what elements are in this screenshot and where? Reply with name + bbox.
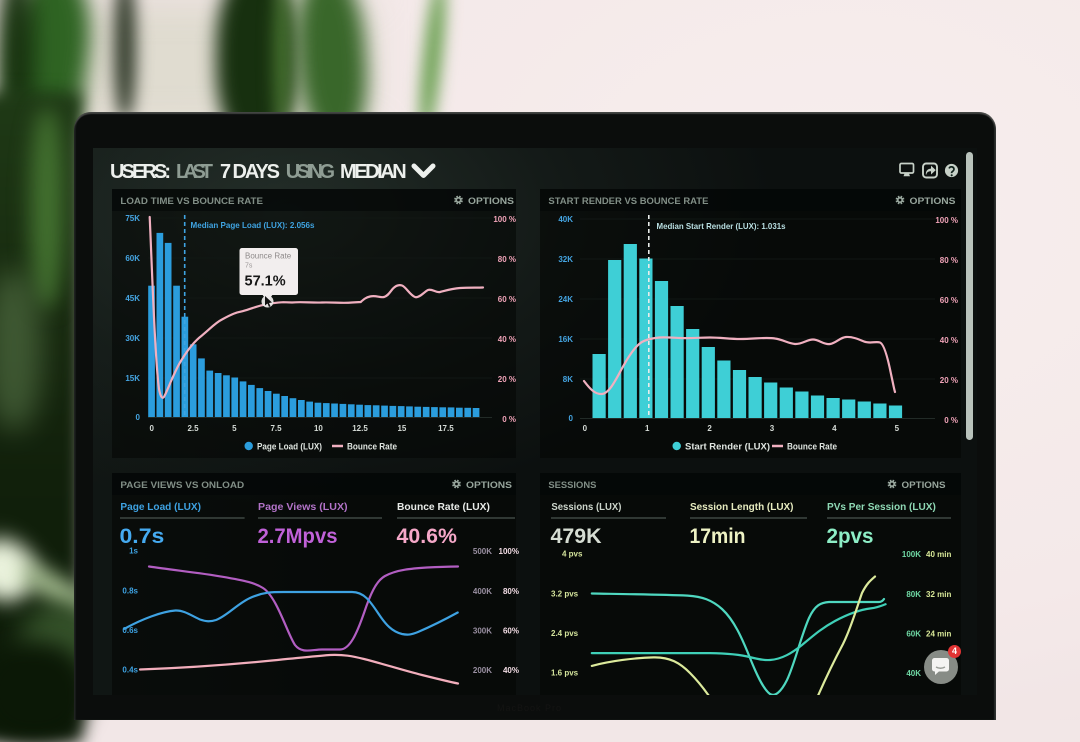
- svg-text:0.6s: 0.6s: [122, 626, 138, 635]
- svg-text:12.5: 12.5: [352, 424, 368, 433]
- svg-text:OPTIONS: OPTIONS: [910, 196, 956, 207]
- svg-text:OPTIONS: OPTIONS: [466, 480, 512, 491]
- svg-text:20 %: 20 %: [498, 375, 516, 384]
- svg-text:400K: 400K: [473, 587, 492, 596]
- svg-text:479K: 479K: [551, 524, 602, 548]
- svg-text:8K: 8K: [563, 375, 573, 384]
- svg-text:32K: 32K: [558, 255, 573, 264]
- svg-text:60 %: 60 %: [940, 296, 958, 305]
- svg-text:0 %: 0 %: [944, 416, 958, 425]
- svg-text:5: 5: [895, 424, 900, 433]
- svg-text:10: 10: [314, 424, 323, 433]
- svg-text:0: 0: [136, 413, 141, 422]
- svg-text:40 min: 40 min: [926, 550, 951, 559]
- svg-text:0.7s: 0.7s: [120, 524, 165, 548]
- svg-text:57.1%: 57.1%: [245, 274, 286, 290]
- svg-text:Median Page Load (LUX): 2.056s: Median Page Load (LUX): 2.056s: [191, 220, 315, 230]
- svg-text:PAGE VIEWS VS ONLOAD: PAGE VIEWS VS ONLOAD: [120, 480, 244, 491]
- svg-text:45K: 45K: [125, 294, 140, 303]
- svg-text:0: 0: [583, 424, 588, 433]
- svg-text:100 %: 100 %: [935, 216, 958, 225]
- svg-text:24K: 24K: [558, 295, 573, 304]
- svg-text:0 %: 0 %: [502, 415, 516, 424]
- svg-text:20 %: 20 %: [940, 376, 958, 385]
- svg-text:75K: 75K: [125, 214, 140, 223]
- svg-text:15K: 15K: [125, 374, 140, 383]
- svg-text:2.4 pvs: 2.4 pvs: [551, 629, 579, 638]
- svg-text:4: 4: [832, 424, 837, 433]
- svg-text:Bounce Rate: Bounce Rate: [245, 252, 292, 261]
- svg-text:Page Views (LUX): Page Views (LUX): [258, 501, 348, 513]
- svg-text:16K: 16K: [558, 335, 573, 344]
- svg-text:24 min: 24 min: [926, 630, 951, 639]
- svg-text:40K: 40K: [558, 215, 573, 224]
- svg-text:40K: 40K: [906, 669, 921, 678]
- svg-text:17.5: 17.5: [438, 424, 454, 433]
- svg-text:0: 0: [149, 424, 154, 433]
- svg-text:USERS:: USERS:: [110, 161, 171, 183]
- svg-text:Bounce Rate: Bounce Rate: [347, 442, 397, 452]
- svg-text:100%: 100%: [499, 547, 519, 556]
- svg-text:Median Start Render (LUX): 1.0: Median Start Render (LUX): 1.031s: [657, 221, 786, 231]
- svg-text:Session Length (LUX): Session Length (LUX): [690, 501, 794, 513]
- svg-text:80 %: 80 %: [498, 255, 516, 264]
- svg-text:START RENDER VS BOUNCE RATE: START RENDER VS BOUNCE RATE: [548, 196, 708, 207]
- svg-text:0.8s: 0.8s: [122, 587, 138, 596]
- svg-text:Page Load (LUX): Page Load (LUX): [120, 501, 201, 513]
- svg-text:100K: 100K: [902, 550, 921, 559]
- svg-text:60K: 60K: [125, 254, 140, 263]
- svg-text:2: 2: [707, 424, 712, 433]
- svg-text:500K: 500K: [473, 547, 492, 556]
- svg-text:USING: USING: [286, 161, 335, 183]
- svg-text:30K: 30K: [125, 334, 140, 343]
- svg-text:Bounce Rate: Bounce Rate: [787, 442, 837, 452]
- svg-text:PVs Per Session (LUX): PVs Per Session (LUX): [827, 501, 936, 513]
- svg-text:4 pvs: 4 pvs: [562, 550, 583, 559]
- svg-text:300K: 300K: [473, 627, 492, 636]
- svg-text:3: 3: [770, 424, 775, 433]
- svg-text:SESSIONS: SESSIONS: [548, 480, 596, 491]
- svg-text:OPTIONS: OPTIONS: [902, 480, 946, 491]
- svg-text:1s: 1s: [129, 547, 138, 556]
- svg-text:2pvs: 2pvs: [827, 524, 874, 548]
- svg-text:200K: 200K: [473, 666, 492, 675]
- svg-text:1.6 pvs: 1.6 pvs: [551, 669, 579, 678]
- svg-text:80 %: 80 %: [940, 256, 958, 265]
- svg-text:Page Load (LUX): Page Load (LUX): [257, 442, 322, 452]
- svg-text:32 min: 32 min: [926, 590, 951, 599]
- svg-text:7 DAYS: 7 DAYS: [220, 161, 280, 183]
- svg-text:Bounce Rate (LUX): Bounce Rate (LUX): [397, 501, 490, 513]
- svg-text:17min: 17min: [690, 524, 746, 548]
- svg-text:MEDIAN: MEDIAN: [340, 161, 407, 183]
- svg-text:2.5: 2.5: [187, 424, 199, 433]
- svg-text:7s: 7s: [245, 263, 253, 270]
- svg-text:0: 0: [569, 414, 574, 423]
- svg-text:1: 1: [645, 424, 650, 433]
- svg-text:80K: 80K: [906, 590, 921, 599]
- svg-text:40%: 40%: [503, 666, 519, 675]
- svg-text:5: 5: [232, 424, 237, 433]
- svg-text:OPTIONS: OPTIONS: [468, 196, 514, 207]
- svg-text:60K: 60K: [906, 630, 921, 639]
- svg-text:LAST: LAST: [176, 161, 213, 183]
- svg-text:Sessions (LUX): Sessions (LUX): [551, 501, 621, 513]
- svg-text:80%: 80%: [503, 587, 519, 596]
- svg-text:7.5: 7.5: [270, 424, 282, 433]
- svg-text:60 %: 60 %: [498, 295, 516, 304]
- svg-text:15: 15: [397, 424, 406, 433]
- svg-text:Start Render (LUX): Start Render (LUX): [685, 442, 770, 452]
- svg-text:LOAD TIME VS BOUNCE RATE: LOAD TIME VS BOUNCE RATE: [120, 196, 263, 207]
- svg-text:40.6%: 40.6%: [397, 524, 458, 548]
- svg-text:40 %: 40 %: [940, 336, 958, 345]
- svg-text:0.4s: 0.4s: [122, 666, 138, 675]
- svg-text:100 %: 100 %: [493, 215, 516, 224]
- svg-text:40 %: 40 %: [498, 335, 516, 344]
- svg-text:3.2 pvs: 3.2 pvs: [551, 590, 579, 599]
- svg-text:2.7Mpvs: 2.7Mpvs: [258, 524, 338, 548]
- svg-text:60%: 60%: [503, 627, 519, 636]
